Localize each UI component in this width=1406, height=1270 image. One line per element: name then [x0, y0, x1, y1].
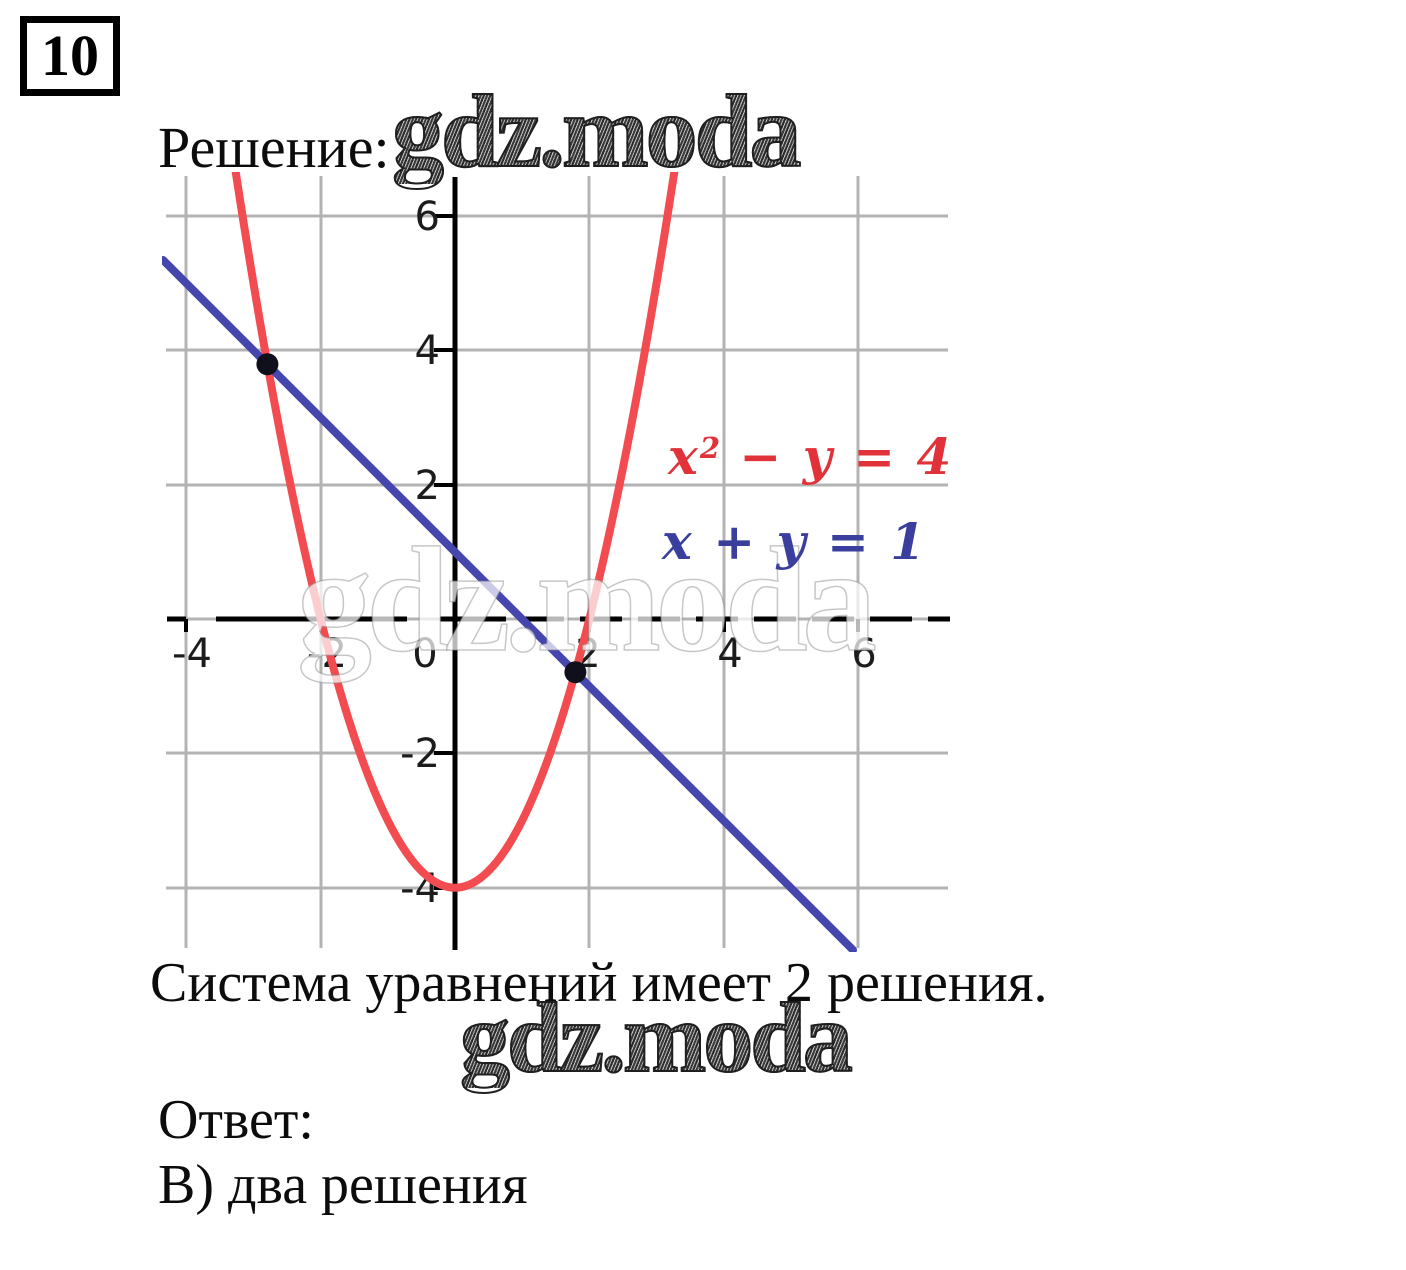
equation-parabola: x2 − y = 4 — [668, 427, 954, 486]
equation-line: x + y = 1 — [662, 512, 928, 571]
gridlines — [166, 176, 948, 948]
x-tick-6: 6 — [851, 631, 876, 677]
y-tick-neg2: -2 — [400, 731, 440, 777]
intersection-point-1 — [256, 353, 279, 376]
y-tick-labels: 6 4 2 -2 -4 — [400, 194, 440, 912]
y-tick-2: 2 — [415, 463, 440, 509]
y-tick-6: 6 — [415, 194, 440, 240]
line-curve — [162, 256, 857, 952]
x-tick-4: 4 — [717, 631, 742, 677]
problem-number-badge: 10 — [20, 16, 120, 96]
intersection-point-2 — [564, 661, 587, 684]
x-tick-0: 0 — [412, 631, 437, 677]
watermark-top: gdz.moda — [391, 74, 802, 189]
answer-label: Ответ: — [158, 1089, 314, 1151]
parabola-curve — [231, 172, 679, 892]
x-tick-neg4: -4 — [172, 631, 212, 677]
solution-label: Решение: — [158, 115, 390, 180]
answer-choice: В) два решения — [158, 1154, 528, 1216]
equation-parabola-exponent: 2 — [699, 431, 720, 465]
watermark-middle: gdz.moda — [459, 982, 854, 1093]
y-tick-4: 4 — [415, 328, 440, 374]
conclusion-text: Система уравнений имеет 2 решения. — [150, 952, 1048, 1014]
problem-number: 10 — [41, 23, 99, 88]
watermark-overlay: gdz.moda — [297, 517, 877, 683]
graph-plot: -4 -2 0 2 4 6 6 4 2 -2 -4 gdz.moda — [162, 172, 950, 952]
